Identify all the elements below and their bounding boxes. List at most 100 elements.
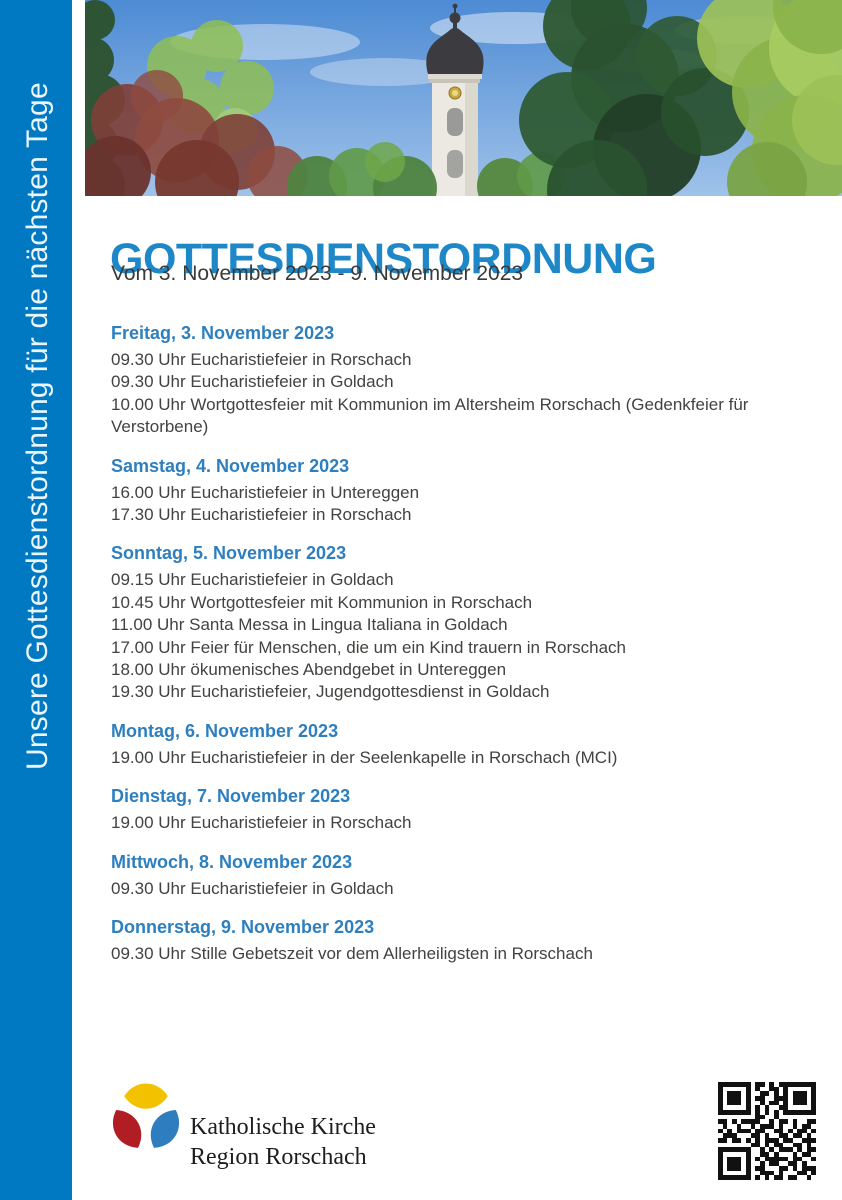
qr-module bbox=[741, 1082, 746, 1087]
qr-module bbox=[801, 1151, 807, 1157]
qr-module bbox=[722, 1137, 728, 1143]
qr-module bbox=[773, 1086, 779, 1092]
qr-module bbox=[736, 1128, 742, 1134]
qr-module bbox=[745, 1137, 751, 1143]
qr-module bbox=[764, 1091, 770, 1096]
qr-module bbox=[755, 1086, 760, 1092]
qr-module bbox=[722, 1133, 728, 1138]
qr-module bbox=[806, 1165, 812, 1171]
qr-module bbox=[736, 1175, 742, 1180]
qr-module bbox=[773, 1091, 779, 1096]
footer-org-line1: Katholische Kirche bbox=[190, 1114, 376, 1140]
qr-module bbox=[811, 1165, 816, 1171]
qr-module bbox=[759, 1091, 765, 1096]
qr-module bbox=[718, 1095, 723, 1101]
qr-module bbox=[801, 1161, 807, 1166]
qr-module bbox=[727, 1161, 732, 1166]
qr-module bbox=[759, 1114, 765, 1120]
qr-module bbox=[755, 1142, 760, 1148]
qr-module bbox=[759, 1170, 765, 1176]
qr-module bbox=[787, 1175, 793, 1180]
service-entry: 09.30 Uhr Eucharistiefeier in Goldach bbox=[111, 878, 394, 898]
qr-module bbox=[718, 1109, 723, 1115]
qr-module bbox=[745, 1128, 751, 1134]
qr-module bbox=[783, 1082, 788, 1087]
day-heading: Samstag, 4. November 2023 bbox=[111, 455, 350, 476]
qr-module bbox=[773, 1114, 779, 1120]
qr-module bbox=[806, 1082, 812, 1087]
qr-module bbox=[755, 1137, 760, 1143]
qr-module bbox=[773, 1156, 779, 1162]
qr-module bbox=[797, 1091, 802, 1096]
qr-module bbox=[731, 1091, 737, 1096]
qr-module bbox=[783, 1165, 788, 1171]
qr-module bbox=[736, 1100, 742, 1106]
qr-module bbox=[722, 1123, 728, 1129]
qr-module bbox=[731, 1133, 737, 1138]
qr-module bbox=[764, 1109, 770, 1115]
qr-module bbox=[792, 1119, 798, 1124]
qr-module bbox=[718, 1161, 723, 1166]
qr-module bbox=[787, 1161, 793, 1166]
qr-module bbox=[797, 1109, 802, 1115]
qr-module bbox=[773, 1175, 779, 1180]
service-entry: 18.00 Uhr ökumenisches Abendgebet in Unt… bbox=[111, 660, 507, 680]
qr-module bbox=[778, 1147, 784, 1152]
qr-module bbox=[745, 1147, 751, 1152]
qr-module bbox=[792, 1175, 798, 1180]
qr-module bbox=[769, 1123, 774, 1129]
qr-module bbox=[745, 1095, 751, 1101]
qr-module bbox=[806, 1133, 812, 1138]
qr-module bbox=[792, 1133, 798, 1138]
qr-module bbox=[773, 1128, 779, 1134]
qr-module bbox=[811, 1170, 816, 1176]
service-entry: 19.00 Uhr Eucharistiefeier in der Seelen… bbox=[111, 747, 618, 767]
qr-module bbox=[783, 1137, 788, 1143]
qr-module bbox=[764, 1170, 770, 1176]
qr-module bbox=[759, 1161, 765, 1166]
qr-module bbox=[764, 1156, 770, 1162]
left-blue-bar: Unsere Gottesdienstordnung für die nächs… bbox=[0, 0, 72, 1200]
qr-module bbox=[750, 1123, 756, 1129]
qr-module bbox=[736, 1147, 742, 1152]
qr-module bbox=[727, 1165, 732, 1171]
qr-module bbox=[731, 1119, 737, 1124]
qr-module bbox=[718, 1091, 723, 1096]
qr-module bbox=[792, 1082, 798, 1087]
qr-module bbox=[718, 1175, 723, 1180]
service-entry: 10.45 Uhr Wortgottesfeier mit Kommunion … bbox=[111, 592, 533, 612]
qr-module bbox=[773, 1109, 779, 1115]
qr-module bbox=[778, 1119, 784, 1124]
qr-module bbox=[731, 1156, 737, 1162]
qr-module bbox=[783, 1119, 788, 1124]
qr-module bbox=[755, 1105, 760, 1110]
qr-module bbox=[718, 1119, 723, 1124]
day-heading: Mittwoch, 8. November 2023 bbox=[111, 851, 353, 872]
qr-module bbox=[792, 1095, 798, 1101]
qr-module bbox=[778, 1095, 784, 1101]
qr-module bbox=[783, 1133, 788, 1138]
qr-module bbox=[811, 1082, 816, 1087]
qr-module bbox=[787, 1109, 793, 1115]
qr-module bbox=[806, 1151, 812, 1157]
qr-module bbox=[801, 1137, 807, 1143]
qr-module bbox=[736, 1156, 742, 1162]
qr-module bbox=[727, 1175, 732, 1180]
qr-module bbox=[792, 1091, 798, 1096]
qr-module bbox=[745, 1091, 751, 1096]
qr-module bbox=[759, 1128, 765, 1134]
qr-module bbox=[731, 1095, 737, 1101]
qr-module bbox=[718, 1128, 723, 1134]
qr-module bbox=[801, 1082, 807, 1087]
qr-module bbox=[764, 1137, 770, 1143]
qr-module bbox=[783, 1147, 788, 1152]
qr-module bbox=[806, 1147, 812, 1152]
qr-module bbox=[811, 1095, 816, 1101]
qr-module bbox=[787, 1147, 793, 1152]
qr-module bbox=[797, 1082, 802, 1087]
qr-module bbox=[727, 1128, 732, 1134]
qr-module bbox=[727, 1100, 732, 1106]
qr-module bbox=[759, 1082, 765, 1087]
qr-module bbox=[773, 1100, 779, 1106]
qr-module bbox=[727, 1133, 732, 1138]
